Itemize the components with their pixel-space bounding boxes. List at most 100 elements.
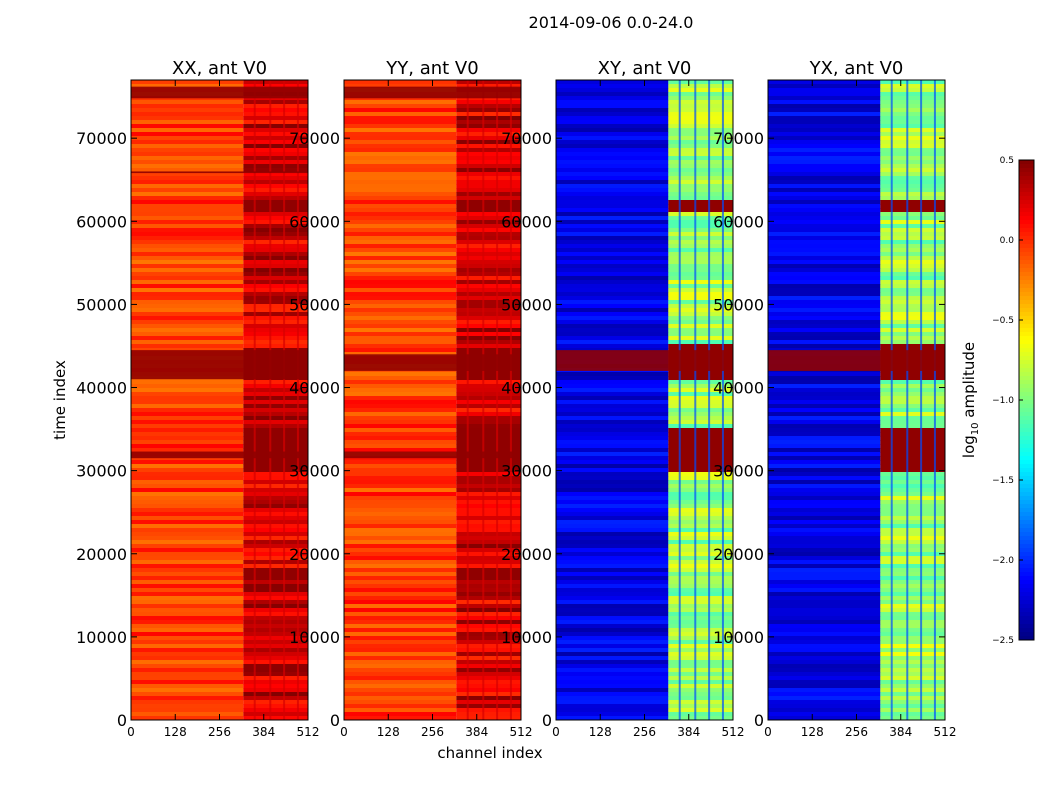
- heatmap-row: [768, 596, 881, 601]
- heatmap-band-row: [880, 612, 945, 617]
- heatmap-band-row: [880, 564, 945, 569]
- heatmap-band-row: [668, 428, 733, 433]
- heatmap-band-row: [243, 616, 308, 621]
- heatmap-band-row: [880, 152, 945, 157]
- heatmap-row: [556, 608, 669, 613]
- heatmap-row: [768, 376, 881, 381]
- heatmap-row: [131, 124, 244, 129]
- heatmap-band-row: [243, 592, 308, 597]
- colorbar-segment: [1019, 304, 1034, 309]
- heatmap-row: [131, 80, 244, 85]
- colorbar-segment: [1019, 480, 1034, 485]
- heatmap-band-row: [880, 608, 945, 613]
- heatmap-row: [131, 128, 244, 133]
- heatmap-row: [344, 208, 457, 213]
- heatmap-band-row: [243, 232, 308, 237]
- heatmap-row: [131, 536, 244, 541]
- heatmap-band-row: [668, 416, 733, 421]
- heatmap-band-row: [668, 676, 733, 681]
- heatmap-row: [131, 428, 244, 433]
- heatmap-row: [344, 680, 457, 685]
- heatmap-band-row: [668, 408, 733, 413]
- heatmap-band-row: [880, 116, 945, 121]
- heatmap-row: [131, 440, 244, 445]
- x-tick-label: 512: [510, 725, 533, 739]
- heatmap-row: [768, 296, 881, 301]
- heatmap-band-row: [668, 596, 733, 601]
- heatmap-row: [556, 512, 669, 517]
- colorbar-segment: [1019, 420, 1034, 425]
- colorbar-label-rest: amplitude: [960, 342, 978, 423]
- colorbar-segment: [1019, 416, 1034, 421]
- heatmap-row: [556, 456, 669, 461]
- heatmap-band-row: [880, 212, 945, 217]
- colorbar-segment: [1019, 532, 1034, 537]
- heatmap-row: [344, 372, 457, 377]
- heatmap-row: [556, 536, 669, 541]
- heatmap-row: [344, 164, 457, 169]
- heatmap-row: [768, 508, 881, 513]
- colorbar-segment: [1019, 408, 1034, 413]
- heatmap-row: [131, 524, 244, 529]
- heatmap-band-row: [243, 648, 308, 653]
- heatmap-row: [556, 488, 669, 493]
- heatmap-row: [131, 116, 244, 121]
- heatmap-row: [344, 400, 457, 405]
- heatmap-band-row: [668, 536, 733, 541]
- heatmap-row: [768, 144, 881, 149]
- heatmap-row: [556, 172, 669, 177]
- colorbar-segment: [1019, 252, 1034, 257]
- heatmap-band-row: [456, 480, 521, 485]
- heatmap-band-row: [668, 328, 733, 333]
- heatmap-row: [556, 524, 669, 529]
- heatmap-row: [344, 484, 457, 489]
- colorbar-segment: [1019, 276, 1034, 281]
- heatmap-band-row: [668, 672, 733, 677]
- heatmap-row: [344, 244, 457, 249]
- heatmap-band-row: [668, 340, 733, 345]
- heatmap-row: [131, 404, 244, 409]
- heatmap-band-row: [668, 652, 733, 657]
- heatmap-row: [556, 532, 669, 537]
- heatmap-band-row: [668, 484, 733, 489]
- heatmap-row: [131, 272, 244, 277]
- heatmap-row: [556, 712, 669, 717]
- heatmap-row: [556, 380, 669, 385]
- heatmap-row: [131, 244, 244, 249]
- heatmap-band-row: [880, 512, 945, 517]
- heatmap-band-row: [243, 396, 308, 401]
- heatmap-row: [768, 84, 881, 89]
- heatmap-row: [344, 600, 457, 605]
- y-tick-label: 50000: [501, 295, 552, 314]
- colorbar-segment: [1019, 524, 1034, 529]
- heatmap-band-row: [880, 288, 945, 293]
- heatmap-band-row: [456, 464, 521, 469]
- heatmap-row: [556, 288, 669, 293]
- heatmap-row: [131, 712, 244, 717]
- heatmap-row: [344, 280, 457, 285]
- colorbar-segment: [1019, 380, 1034, 385]
- heatmap-row: [131, 144, 244, 149]
- heatmap-row: [344, 476, 457, 481]
- heatmap-band-row: [880, 604, 945, 609]
- heatmap-row: [131, 648, 244, 653]
- colorbar-segment: [1019, 284, 1034, 289]
- colorbar-segment: [1019, 348, 1034, 353]
- heatmap-row: [768, 288, 881, 293]
- heatmap-row: [556, 604, 669, 609]
- heatmap-band-row: [243, 392, 308, 397]
- heatmap-band-row: [668, 516, 733, 521]
- heatmap-band-row: [243, 308, 308, 313]
- colorbar-segment: [1019, 580, 1034, 585]
- heatmap-row: [768, 80, 881, 85]
- heatmap-band-row: [880, 640, 945, 645]
- heatmap-row: [768, 88, 881, 93]
- heatmap-band-row: [668, 684, 733, 689]
- heatmap-row: [768, 228, 881, 233]
- colorbar-segment: [1019, 496, 1034, 501]
- heatmap-row: [131, 184, 244, 189]
- heatmap-band-row: [880, 320, 945, 325]
- heatmap-row: [768, 428, 881, 433]
- heatmap-band-row: [456, 580, 521, 585]
- heatmap-row: [131, 268, 244, 273]
